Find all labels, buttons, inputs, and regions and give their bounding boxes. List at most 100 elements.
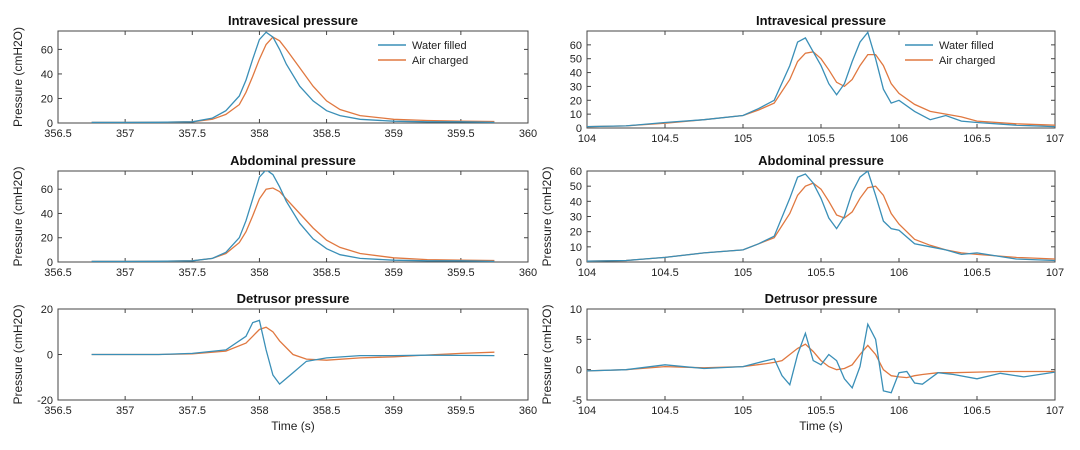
y-axis-label: Pressure (cmH2O) <box>11 304 25 404</box>
y-tick-label: 60 <box>41 44 53 56</box>
y-tick-label: -5 <box>572 395 582 407</box>
y-axis-label: Pressure (cmH2O) <box>540 304 554 404</box>
x-tick-label: 104 <box>578 133 596 145</box>
y-axis-label: Pressure (cmH2O) <box>11 166 25 266</box>
chart-title: Intravesical pressure <box>756 13 886 28</box>
chart-title: Intravesical pressure <box>228 13 358 28</box>
x-tick-label: 105 <box>734 405 752 417</box>
x-tick-label: 357.5 <box>179 267 207 279</box>
y-tick-label: 10 <box>570 109 582 121</box>
chart-title: Detrusor pressure <box>765 291 878 306</box>
series-line-air-charged <box>587 51 1055 128</box>
x-tick-label: 106.5 <box>963 267 991 279</box>
x-tick-label: 360 <box>519 128 537 140</box>
x-tick-label: 357.5 <box>179 128 207 140</box>
chart-title: Abdominal pressure <box>758 153 884 168</box>
x-tick-label: 357 <box>116 128 134 140</box>
x-tick-label: 105 <box>734 267 752 279</box>
x-tick-label: 106.5 <box>963 133 991 145</box>
x-tick-label: 357 <box>116 267 134 279</box>
x-tick-label: 358 <box>250 405 268 417</box>
x-axis-label: Time (s) <box>271 419 315 433</box>
plot-area <box>586 30 1056 129</box>
legend-label: Water filled <box>939 40 994 52</box>
x-tick-label: 360 <box>519 267 537 279</box>
y-tick-label: 60 <box>41 184 53 196</box>
y-tick-label: 20 <box>570 95 582 107</box>
x-tick-label: 360 <box>519 405 537 417</box>
x-tick-label: 358.5 <box>313 128 341 140</box>
y-tick-label: 0 <box>47 257 53 269</box>
y-tick-label: 0 <box>576 123 582 135</box>
x-tick-label: 107 <box>1046 405 1064 417</box>
y-tick-label: 10 <box>570 304 582 316</box>
y-tick-label: 0 <box>47 350 53 362</box>
x-tick-label: 358 <box>250 128 268 140</box>
x-tick-label: 356.5 <box>44 128 72 140</box>
x-tick-label: 106 <box>890 133 908 145</box>
y-tick-label: 20 <box>41 304 53 316</box>
plot-area <box>57 30 529 124</box>
x-tick-label: 359.5 <box>447 267 475 279</box>
x-tick-label: 357 <box>116 405 134 417</box>
x-tick-label: 104 <box>578 267 596 279</box>
x-tick-label: 357.5 <box>179 405 207 417</box>
x-tick-label: 106.5 <box>963 405 991 417</box>
x-tick-label: 359 <box>385 128 403 140</box>
x-tick-label: 356.5 <box>44 405 72 417</box>
legend-label: Water filled <box>412 40 467 52</box>
y-tick-label: 60 <box>570 40 582 52</box>
x-tick-label: 107 <box>1046 133 1064 145</box>
y-tick-label: 0 <box>576 257 582 269</box>
series-line-water-filled <box>91 319 495 386</box>
x-tick-label: 358.5 <box>313 405 341 417</box>
y-tick-label: 0 <box>576 365 582 377</box>
x-tick-label: 358.5 <box>313 267 341 279</box>
x-axis-label: Time (s) <box>799 419 843 433</box>
x-tick-label: 105.5 <box>807 405 835 417</box>
series-line-water-filled <box>91 171 495 262</box>
y-tick-label: 20 <box>41 93 53 105</box>
y-tick-label: 40 <box>41 69 53 81</box>
y-axis-label: Pressure (cmH2O) <box>540 166 554 266</box>
y-tick-label: 40 <box>570 196 582 208</box>
series-line-air-charged <box>587 343 1055 379</box>
x-tick-label: 104 <box>578 405 596 417</box>
x-tick-label: 359 <box>385 405 403 417</box>
y-tick-label: -20 <box>37 395 53 407</box>
chart-panel-1: Abdominal pressure 356.5 357 357.5 358 358.5 3… <box>11 153 537 279</box>
plot-area <box>586 308 1056 401</box>
series-line-water-filled <box>587 171 1055 262</box>
x-tick-label: 105.5 <box>807 133 835 145</box>
plot-area <box>57 170 529 263</box>
y-tick-label: 20 <box>570 227 582 239</box>
chart-panel-4: Abdominal pressure 104 104.5 105 105.5 106 106… <box>540 153 1064 279</box>
x-tick-label: 104.5 <box>651 267 679 279</box>
chart-panel-2: Detrusor pressure 356.5 357 357.5 358 358.5 35… <box>11 291 537 433</box>
x-tick-label: 107 <box>1046 267 1064 279</box>
chart-panel-0: Intravesical pressure 356.5 357 357.5 358 358… <box>11 13 537 140</box>
y-tick-label: 0 <box>47 118 53 130</box>
series-line-water-filled <box>91 31 495 123</box>
y-tick-label: 30 <box>570 212 582 224</box>
chart-title: Abdominal pressure <box>230 153 356 168</box>
x-tick-label: 358 <box>250 267 268 279</box>
x-tick-label: 356.5 <box>44 267 72 279</box>
x-tick-label: 105 <box>734 133 752 145</box>
x-tick-label: 105.5 <box>807 267 835 279</box>
legend-label: Air charged <box>412 55 468 67</box>
chart-title: Detrusor pressure <box>237 291 350 306</box>
y-tick-label: 50 <box>570 54 582 66</box>
series-line-water-filled <box>587 31 1055 128</box>
x-tick-label: 359.5 <box>447 128 475 140</box>
y-tick-label: 5 <box>576 334 582 346</box>
plot-area <box>586 170 1056 263</box>
x-tick-label: 359 <box>385 267 403 279</box>
y-tick-label: 40 <box>570 68 582 80</box>
y-tick-label: 40 <box>41 208 53 220</box>
series-line-water-filled <box>587 322 1055 394</box>
x-tick-label: 106 <box>890 267 908 279</box>
